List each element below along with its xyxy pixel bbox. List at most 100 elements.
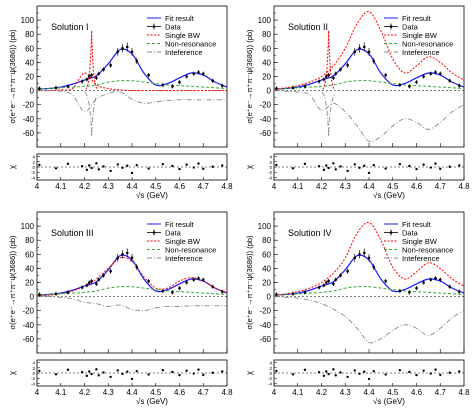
x-tick-label: 4 <box>35 388 40 397</box>
residual-axis-label: χ <box>245 370 254 375</box>
data-point <box>398 83 402 87</box>
x-tick-label: 4.8 <box>458 182 470 191</box>
residual-point <box>339 371 342 374</box>
x-tick-label: 4.6 <box>411 388 423 397</box>
residual-point <box>334 168 337 171</box>
residual-point <box>291 373 295 376</box>
y-tick-label: 0 <box>30 293 35 302</box>
data-point <box>135 59 139 63</box>
residual-point <box>197 162 200 165</box>
x-tick-label: 4.5 <box>387 182 399 191</box>
panel-title: Solution IV <box>288 228 332 238</box>
x-tick-label: 4.2 <box>79 388 91 397</box>
data-point <box>197 70 200 74</box>
residual-plot-frame <box>36 359 228 387</box>
data-point <box>147 279 150 283</box>
data-point <box>429 72 433 75</box>
residual-point <box>197 368 200 371</box>
residual-point <box>126 164 129 167</box>
residual-point <box>221 164 224 167</box>
data-point <box>303 85 307 88</box>
y-axis-label: σ(e⁺e⁻→π⁺π⁻ψ(3686)) (pb) <box>245 235 254 330</box>
main-plot-frame <box>273 5 465 148</box>
x-axis-label: √s (GeV) <box>136 397 168 406</box>
data-point <box>358 47 361 50</box>
series-single-bw <box>274 11 464 90</box>
residual-point <box>332 368 335 371</box>
x-tick-label: 4.5 <box>150 388 162 397</box>
residual-point <box>85 374 89 378</box>
residual-point <box>95 162 98 165</box>
residual-point <box>317 371 321 374</box>
data-point <box>185 75 188 78</box>
data-point <box>80 286 84 289</box>
residual-point <box>38 369 41 373</box>
residual-point <box>415 373 418 377</box>
data-point <box>332 282 335 286</box>
legend-label: Inteference <box>165 48 203 57</box>
data-point <box>95 76 98 80</box>
data-point <box>201 278 205 281</box>
data-point <box>97 278 101 281</box>
series-non-resonance <box>274 286 464 296</box>
x-tick-label: 4.1 <box>55 388 67 397</box>
data-point <box>211 285 215 289</box>
data-point <box>97 72 101 75</box>
residual-point <box>221 370 224 373</box>
x-axis-label: √s (GeV) <box>373 397 405 406</box>
data-point <box>322 78 326 81</box>
x-tick-label: 4.3 <box>103 388 115 397</box>
x-tick-label: 4.3 <box>340 182 352 191</box>
x-tick-label: 4.7 <box>435 182 447 191</box>
x-tick-label: 4.2 <box>79 182 91 191</box>
data-point <box>324 281 328 284</box>
residual-y-tick-label: -2 <box>31 170 35 175</box>
residual-point <box>448 371 451 374</box>
residual-point <box>97 374 100 377</box>
x-tick-label: 4.4 <box>126 182 138 191</box>
data-point <box>422 75 425 78</box>
panel-title: Solution III <box>51 228 94 238</box>
data-point <box>192 72 196 75</box>
data-point <box>161 83 165 87</box>
x-tick-label: 4.5 <box>150 182 162 191</box>
residual-point <box>147 167 150 170</box>
x-axis-label: √s (GeV) <box>373 191 405 200</box>
series-non-resonance <box>37 80 227 90</box>
residual-point <box>327 166 330 170</box>
data-point <box>457 290 461 293</box>
x-tick-label: 4.6 <box>174 182 186 191</box>
residual-point <box>398 162 402 166</box>
data-point <box>171 85 174 88</box>
residual-point <box>384 167 387 170</box>
legend-label: Fit result <box>165 14 195 23</box>
data-point <box>434 70 437 74</box>
data-point <box>220 84 224 87</box>
residual-y-tick-label: 2 <box>269 160 272 165</box>
legend-label: Single BW <box>165 237 201 246</box>
series-single-bw <box>37 72 227 92</box>
residual-point <box>121 166 124 169</box>
residual-point <box>372 163 375 167</box>
data-point <box>438 72 442 75</box>
y-tick-label: 40 <box>25 264 34 273</box>
data-point <box>317 286 321 289</box>
legend-label: Inteference <box>402 48 440 57</box>
data-point <box>346 269 349 273</box>
legend-label: Data <box>402 229 419 238</box>
data-point <box>87 281 91 284</box>
residual-point <box>358 166 361 169</box>
residual-point <box>192 166 195 169</box>
residual-y-tick-label: 4 <box>269 155 272 160</box>
residual-point <box>161 162 165 166</box>
y-tick-label: -40 <box>22 115 34 124</box>
residual-point <box>130 171 134 175</box>
residual-point <box>121 372 124 375</box>
residual-y-tick-label: 4 <box>32 155 35 160</box>
residual-y-tick-label: -2 <box>31 376 35 381</box>
data-point <box>422 281 425 284</box>
x-tick-label: 4.2 <box>316 182 328 191</box>
data-point <box>54 292 58 296</box>
series-non-resonance <box>274 80 464 90</box>
data-point <box>322 284 326 287</box>
